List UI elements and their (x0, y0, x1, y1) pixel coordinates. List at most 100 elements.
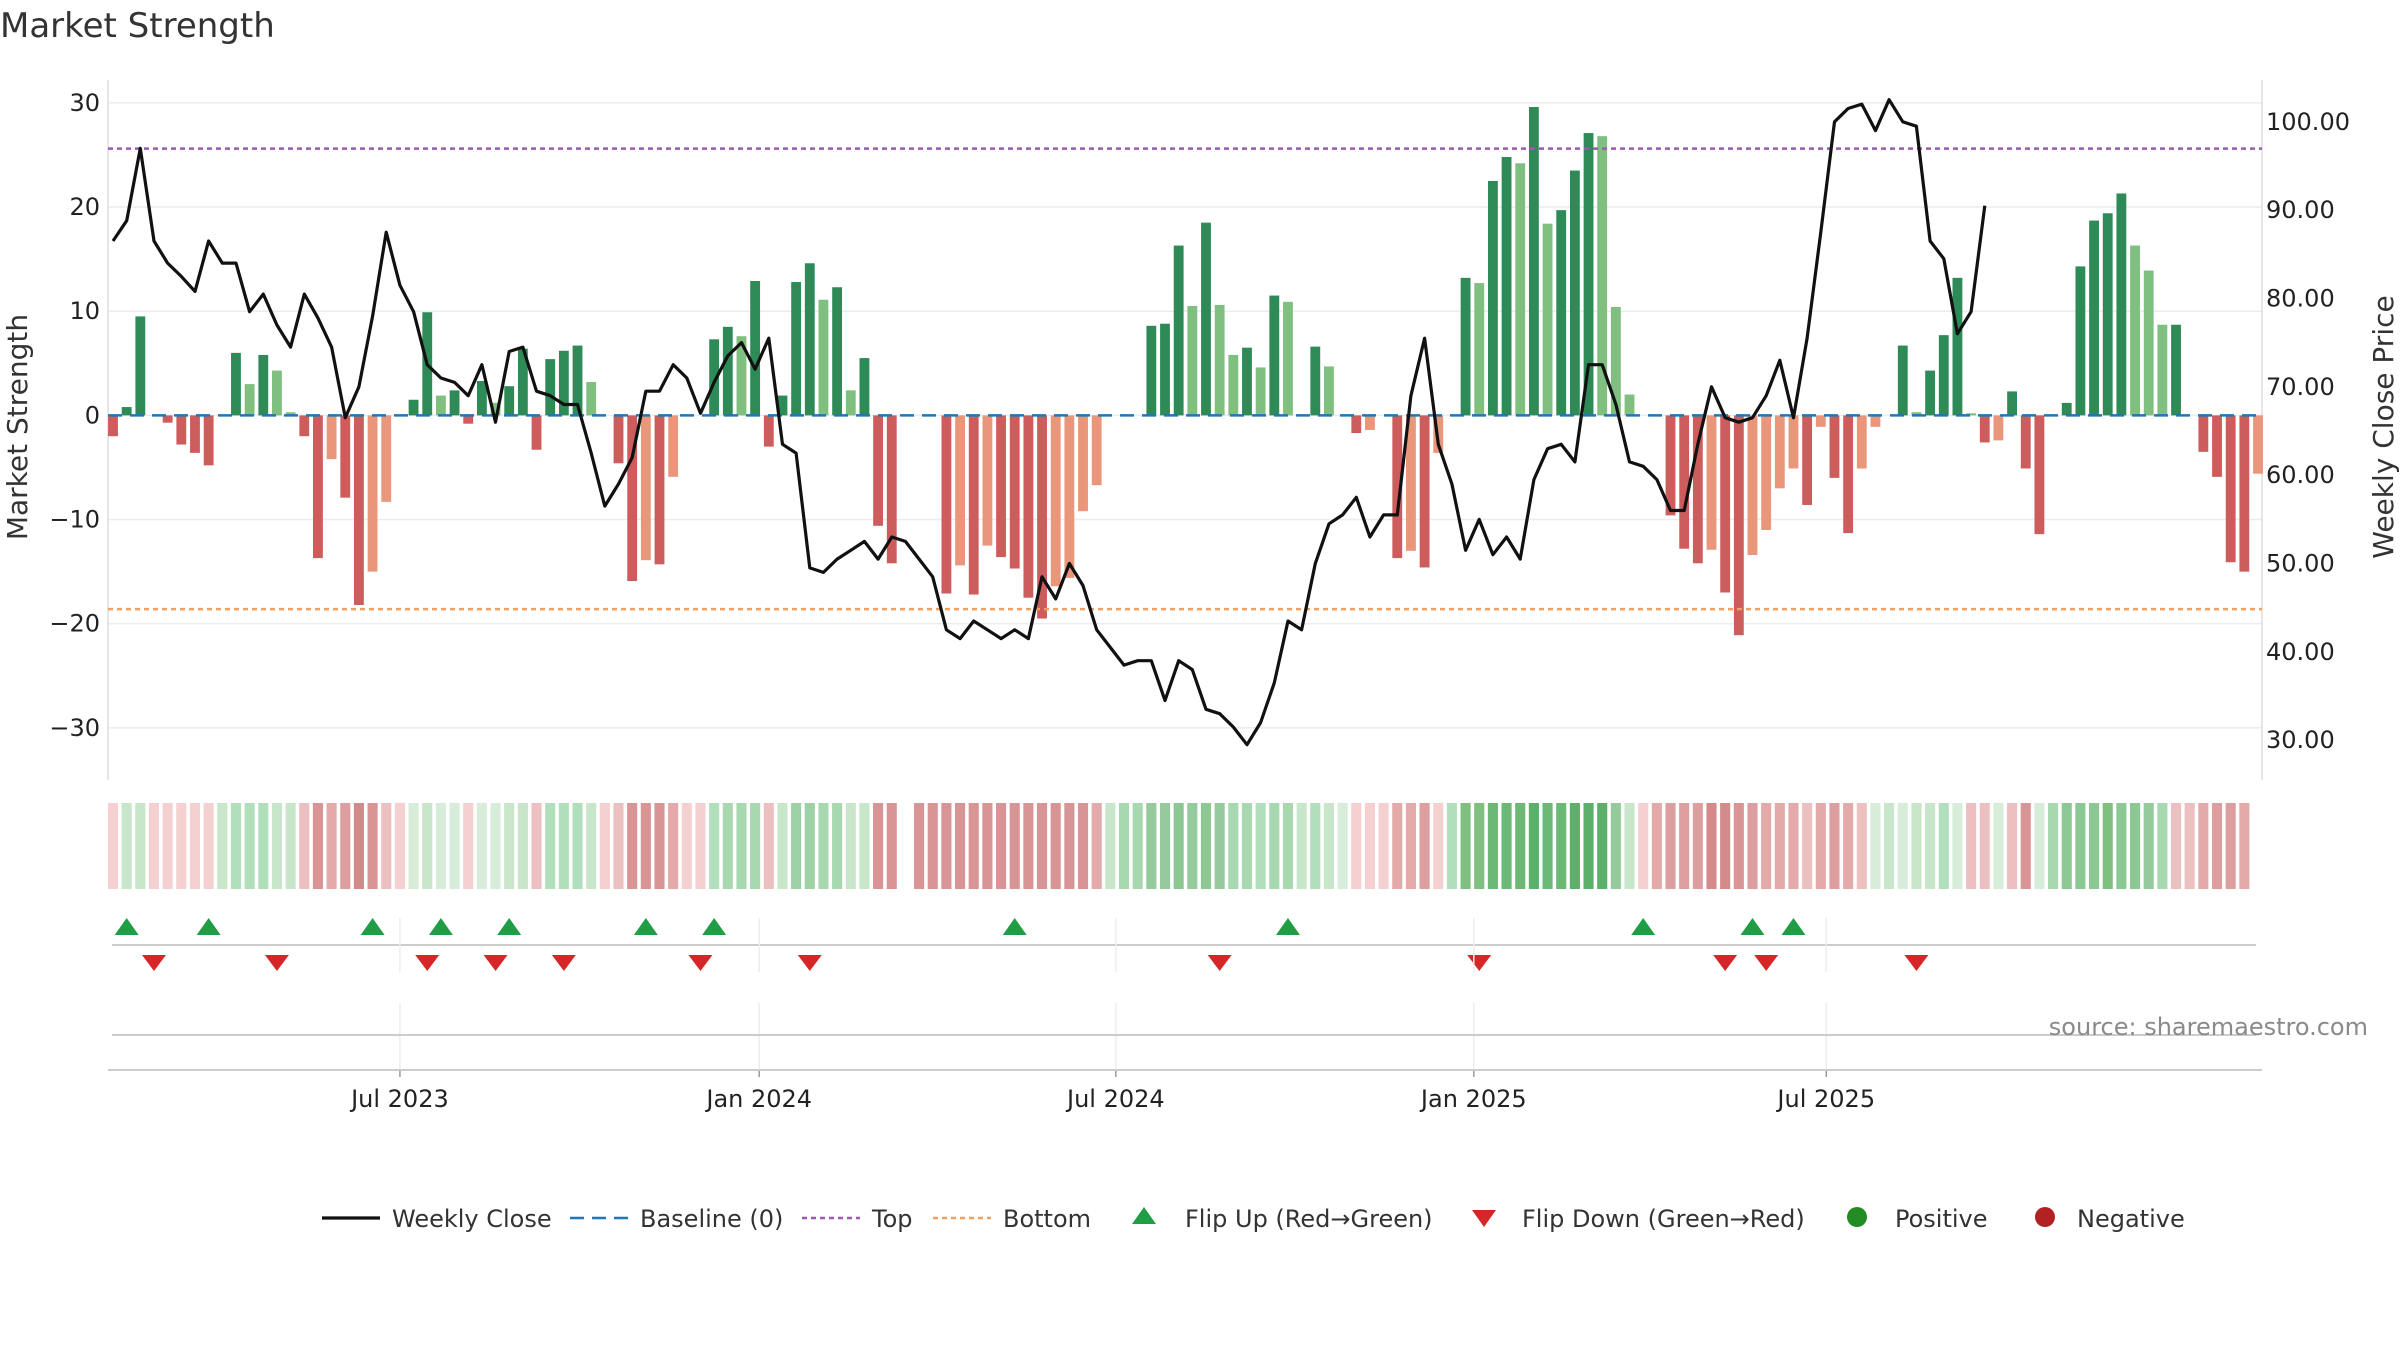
band-cell (941, 803, 952, 889)
flip-down-marker (1754, 955, 1779, 971)
band-cell (203, 803, 214, 889)
band-cell (1228, 803, 1239, 889)
flip-down-marker (483, 955, 508, 971)
strength-bar (1870, 415, 1881, 427)
band-cell (1761, 803, 1772, 889)
band-cell (1597, 803, 1608, 889)
strength-bar (1351, 415, 1362, 434)
strength-bar (1802, 415, 1813, 505)
strength-bar (1050, 415, 1061, 587)
band-cell (1556, 803, 1567, 889)
band-cell (217, 803, 228, 889)
band-cell (504, 803, 515, 889)
strength-bar (1788, 415, 1799, 469)
y-tick-label: 0 (85, 401, 100, 429)
band-cell (668, 803, 679, 889)
strength-bar (1856, 415, 1867, 469)
strength-bar (1187, 305, 1198, 416)
band-cell (1829, 803, 1840, 889)
band-cell (1337, 803, 1348, 889)
strength-bar (1392, 415, 1403, 559)
strength-bar (2225, 415, 2236, 563)
strength-bar (313, 415, 323, 559)
band-cell (1392, 803, 1403, 889)
band-cell (968, 803, 979, 889)
band-cell (2034, 803, 2045, 889)
band-cell (640, 803, 651, 889)
strength-bar (818, 299, 829, 416)
band-cell (2225, 803, 2236, 889)
band-cell (1624, 803, 1635, 889)
band-cell (1515, 803, 1526, 889)
band-cell (367, 803, 378, 889)
band-cell (613, 803, 624, 889)
strength-bar (968, 415, 979, 595)
band-cell (258, 803, 269, 889)
band-cell (1118, 803, 1130, 889)
y-tick-label: −10 (49, 506, 100, 534)
flip-down-marker (551, 955, 576, 971)
flip-up-marker (633, 918, 658, 935)
flip-markers (112, 918, 2256, 971)
strength-bar (449, 390, 460, 416)
strength-bar (1023, 415, 1034, 598)
date-tick-label: Jan 2024 (704, 1085, 812, 1113)
band-cell (2198, 803, 2209, 889)
band-cell (271, 803, 283, 889)
band-cell (791, 803, 802, 889)
y2-tick-label: 60.00 (2266, 461, 2335, 489)
strength-bar (1173, 245, 1184, 416)
band-cell (955, 803, 966, 889)
band-cell (1884, 803, 1895, 889)
strength-bar (832, 287, 843, 416)
flip-down-marker (1713, 955, 1738, 971)
strength-bar (231, 352, 241, 416)
strength-bar (572, 345, 583, 416)
band-cell (1323, 803, 1335, 889)
strength-bars (108, 107, 2263, 636)
strength-bar (1091, 415, 1102, 486)
legend-label: Positive (1895, 1205, 1988, 1233)
date-tick-label: Jul 2024 (1065, 1085, 1165, 1113)
flip-up-marker (702, 918, 727, 935)
flip-up-marker (1631, 918, 1656, 935)
flip-up-marker (1740, 918, 1765, 935)
strength-bar (1201, 222, 1211, 416)
band-cell (2061, 803, 2072, 889)
strength-bar (763, 415, 774, 447)
band-cell (1911, 803, 1922, 889)
band-cell (558, 803, 569, 889)
band-cell (1255, 803, 1266, 889)
strength-bar (1692, 415, 1703, 564)
strength-bar (1487, 180, 1498, 416)
band-cell (1610, 803, 1621, 889)
flip-down-marker (1207, 955, 1232, 971)
strength-bar (1419, 415, 1430, 568)
strength-bar (476, 380, 487, 416)
strength-bar (1228, 354, 1239, 416)
strength-bar (162, 415, 173, 423)
strength-bar (1597, 136, 1608, 416)
reference-lines (108, 147, 2262, 611)
strength-bar (1897, 345, 1908, 416)
strength-bar (545, 359, 556, 416)
band-cell (1351, 803, 1362, 889)
strength-bar (2061, 402, 2072, 416)
band-cell (299, 803, 310, 889)
strength-bar (2130, 245, 2140, 416)
band-cell (914, 803, 925, 889)
band-cell (586, 803, 597, 889)
strength-bar (996, 415, 1006, 558)
flip-up-marker (1275, 918, 1300, 935)
legend-label: Baseline (0) (640, 1205, 783, 1233)
grid-layer (107, 80, 2263, 780)
strength-bar (722, 326, 733, 416)
y-tick-label: 20 (69, 193, 100, 221)
band-cell (326, 803, 337, 889)
legend-swatch-flip-up (1132, 1207, 1156, 1224)
date-tick-label: Jul 2025 (1775, 1085, 1875, 1113)
strength-bar (490, 402, 501, 416)
strength-bar (654, 415, 665, 565)
strength-bar (1064, 415, 1075, 578)
